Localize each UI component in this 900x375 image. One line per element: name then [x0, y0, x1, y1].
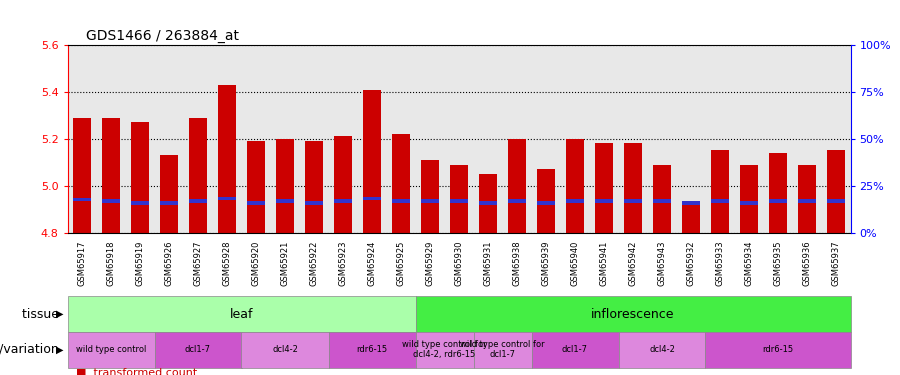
- Bar: [536, 201, 555, 205]
- Bar: [624, 144, 643, 232]
- Bar: [275, 199, 294, 202]
- Bar: [479, 174, 498, 232]
- Bar: [189, 118, 207, 232]
- Bar: [73, 198, 92, 201]
- Bar: [218, 197, 237, 200]
- Bar: [508, 199, 526, 202]
- Bar: [797, 165, 816, 232]
- Bar: [652, 199, 671, 202]
- Bar: [681, 201, 700, 205]
- Text: ■  transformed count: ■ transformed count: [76, 368, 198, 375]
- Bar: [334, 199, 353, 202]
- Bar: [159, 201, 178, 205]
- Bar: [420, 160, 439, 232]
- Bar: [420, 199, 439, 202]
- Bar: [189, 199, 207, 202]
- Text: wild type control for
dcl4-2, rdr6-15: wild type control for dcl4-2, rdr6-15: [402, 340, 487, 359]
- Bar: [363, 197, 382, 200]
- Text: dcl1-7: dcl1-7: [562, 345, 588, 354]
- Text: ▶: ▶: [56, 309, 63, 319]
- Text: leaf: leaf: [230, 308, 253, 321]
- Bar: [130, 122, 149, 232]
- Text: dcl4-2: dcl4-2: [272, 345, 298, 354]
- Bar: [711, 150, 729, 232]
- Bar: [740, 201, 759, 205]
- Text: wild type control for
dcl1-7: wild type control for dcl1-7: [460, 340, 544, 359]
- Bar: [304, 141, 323, 232]
- Text: rdr6-15: rdr6-15: [762, 345, 794, 354]
- Bar: [130, 201, 149, 205]
- Bar: [595, 199, 614, 202]
- Bar: [392, 134, 410, 232]
- Bar: [711, 199, 729, 202]
- Text: wild type control: wild type control: [76, 345, 146, 354]
- Text: dcl4-2: dcl4-2: [649, 345, 675, 354]
- Text: tissue: tissue: [22, 308, 63, 321]
- Bar: [769, 153, 788, 232]
- Bar: [159, 155, 178, 232]
- Bar: [247, 201, 266, 205]
- Bar: [536, 169, 555, 232]
- Bar: [652, 165, 671, 232]
- Bar: [565, 139, 584, 232]
- Bar: [479, 201, 498, 205]
- Bar: [565, 199, 584, 202]
- Text: inflorescence: inflorescence: [591, 308, 675, 321]
- Bar: [73, 118, 92, 232]
- Bar: [275, 139, 294, 232]
- Text: GDS1466 / 263884_at: GDS1466 / 263884_at: [86, 29, 238, 43]
- Bar: [595, 144, 614, 232]
- Bar: [769, 199, 788, 202]
- Text: ▶: ▶: [56, 345, 63, 355]
- Bar: [508, 139, 526, 232]
- Bar: [102, 118, 121, 232]
- Bar: [363, 90, 382, 232]
- Bar: [826, 199, 845, 202]
- Text: dcl1-7: dcl1-7: [185, 345, 211, 354]
- Bar: [450, 199, 468, 202]
- Bar: [334, 136, 353, 232]
- Bar: [797, 199, 816, 202]
- Bar: [624, 199, 643, 202]
- Bar: [247, 141, 266, 232]
- Bar: [450, 165, 468, 232]
- Text: genotype/variation: genotype/variation: [0, 343, 63, 356]
- Bar: [681, 202, 700, 232]
- Bar: [304, 201, 323, 205]
- Bar: [218, 85, 237, 232]
- Bar: [102, 199, 121, 202]
- Bar: [392, 199, 410, 202]
- Text: rdr6-15: rdr6-15: [356, 345, 388, 354]
- Bar: [826, 150, 845, 232]
- Bar: [740, 165, 759, 232]
